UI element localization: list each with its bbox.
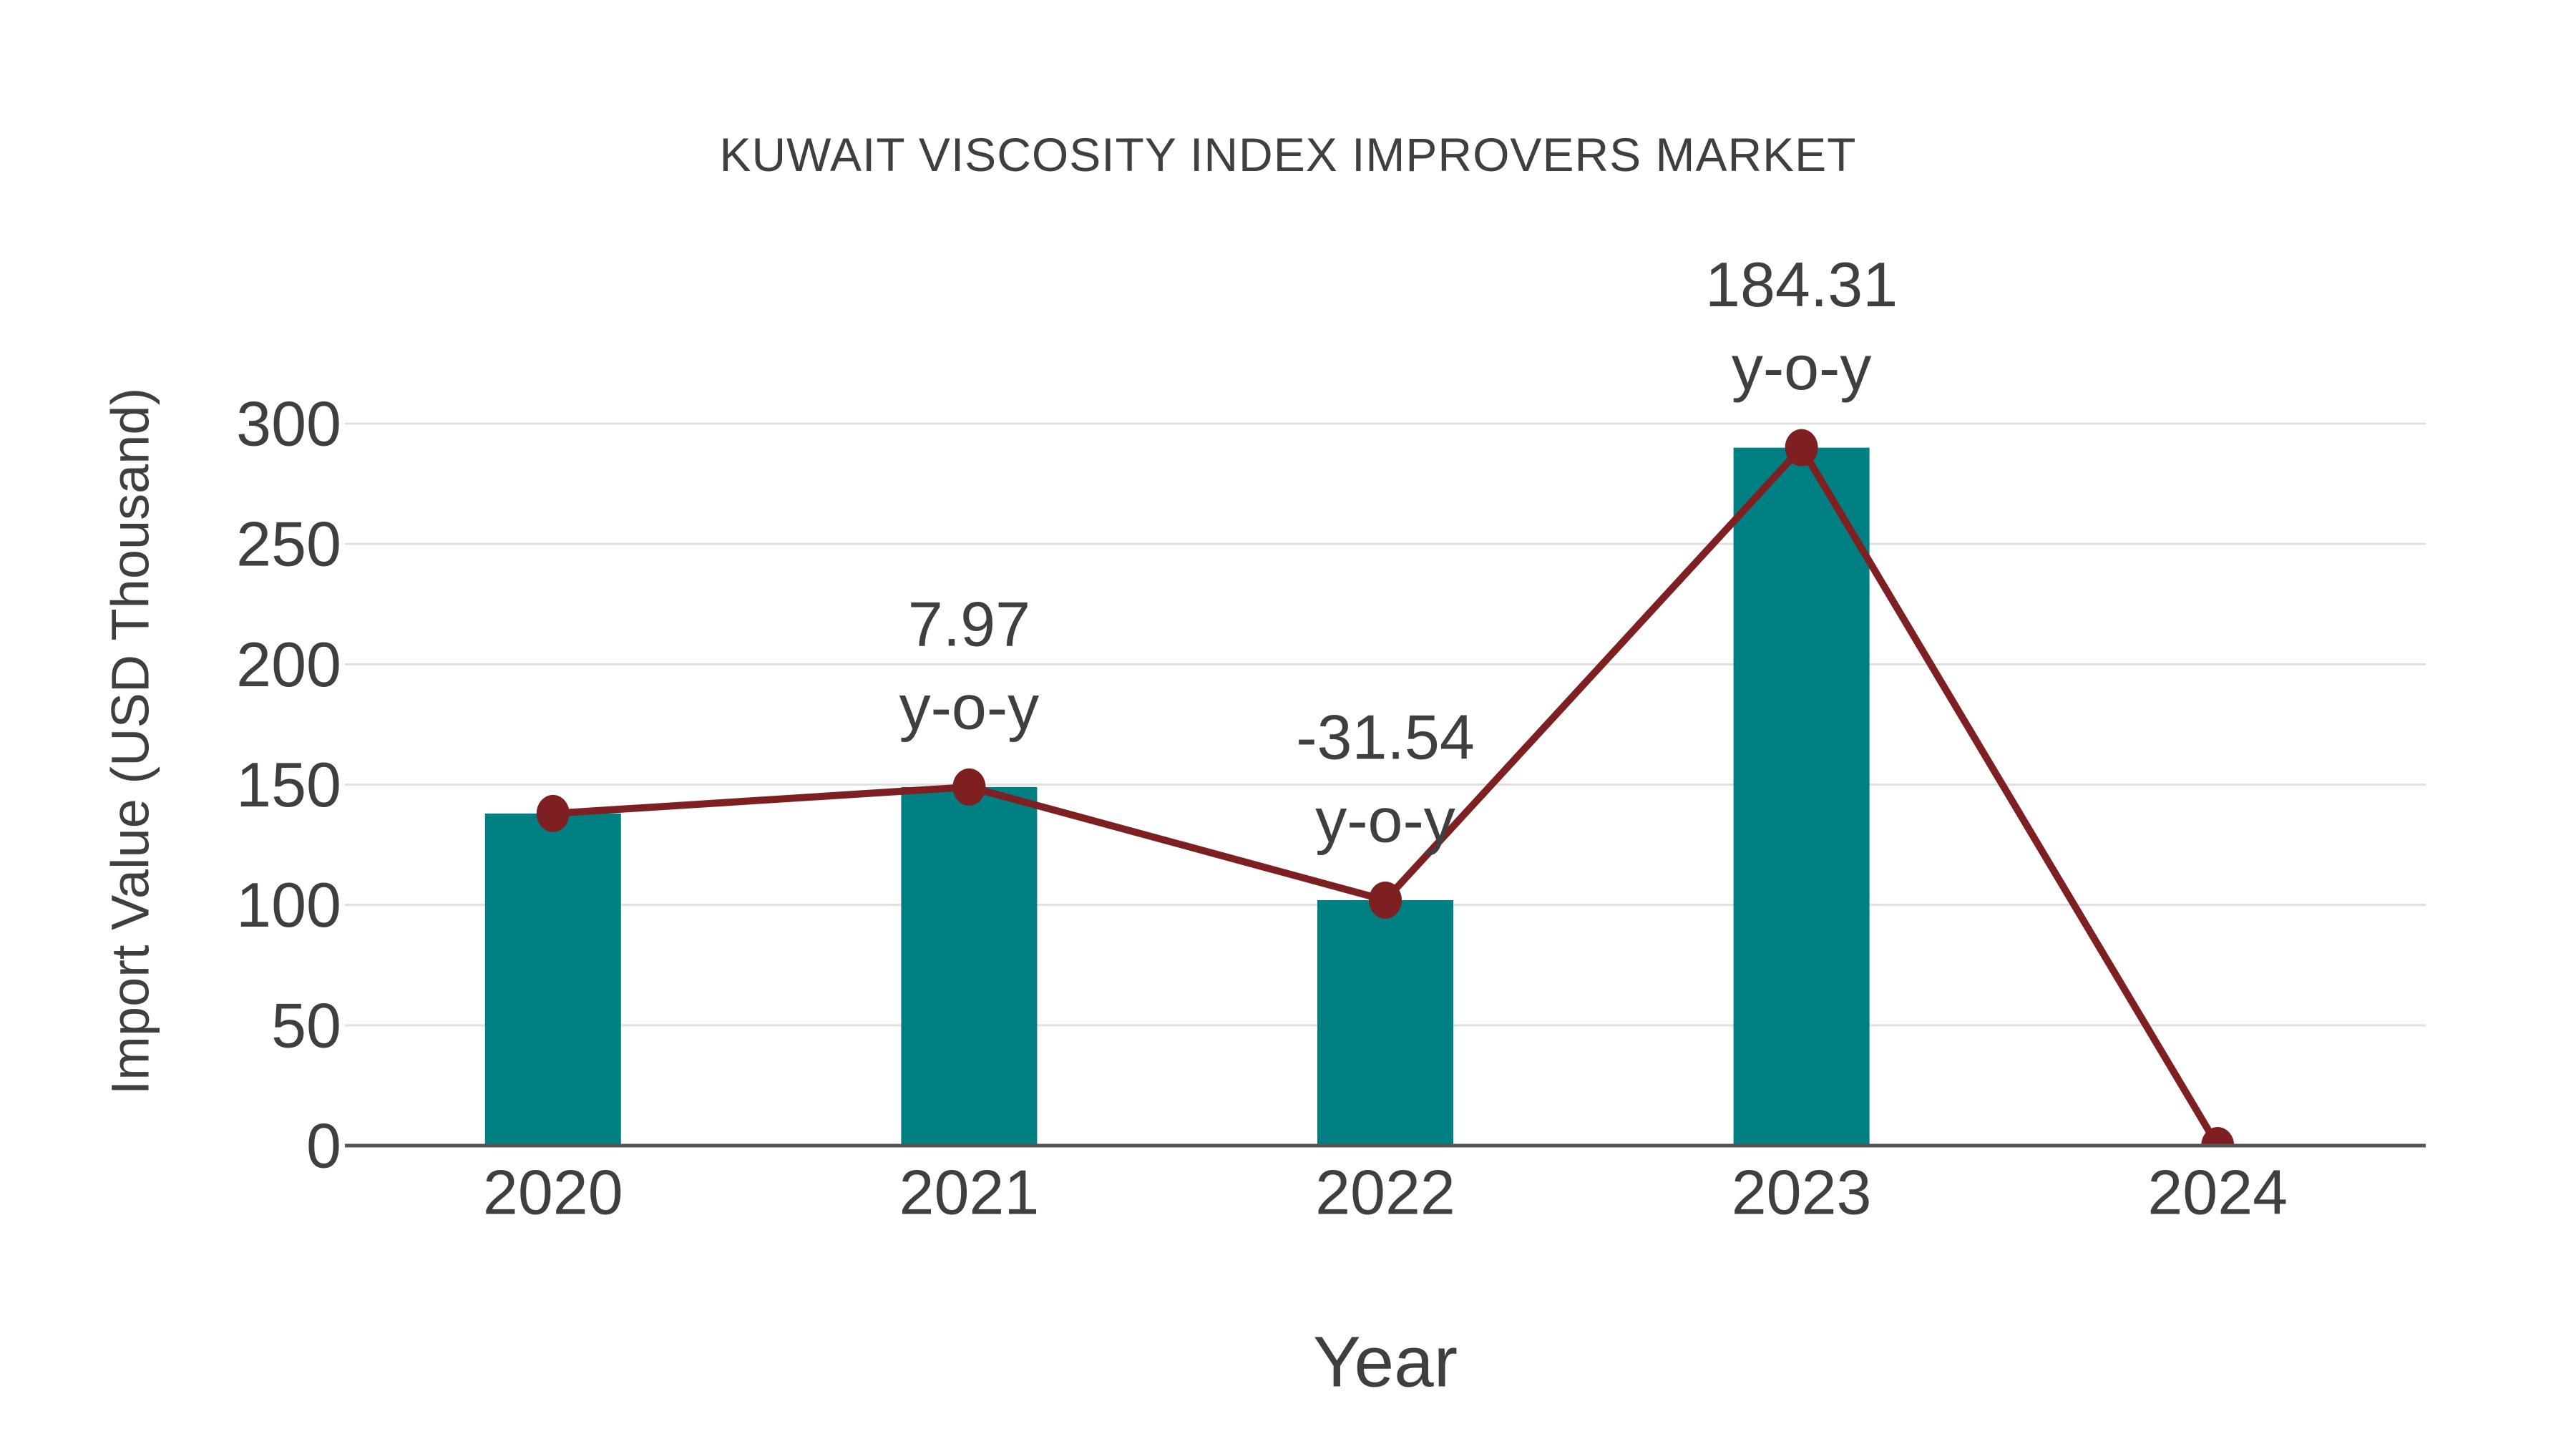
line-series <box>536 429 2235 1146</box>
y-tick-label: 300 <box>236 389 341 459</box>
bar <box>1733 447 1870 1146</box>
data-point-marker <box>1369 881 1402 919</box>
bar <box>901 786 1038 1146</box>
y-tick-label: 50 <box>271 990 341 1060</box>
data-point-marker <box>536 794 570 832</box>
annotations: 7.97 y-o-y -31.54 y-o-y 184.31 y-o-y <box>899 249 1898 855</box>
y-tick-labels: 0 50 100 150 200 250 300 <box>236 389 341 1181</box>
bar <box>1317 899 1453 1146</box>
annotation-value: -31.54 <box>1296 701 1475 772</box>
x-axis-title: Year <box>1312 1322 1458 1402</box>
x-tick-labels: 2020 2021 2022 2023 2024 <box>483 1157 2288 1228</box>
y-tick-label: 100 <box>236 869 341 940</box>
annotation-value: 184.31 <box>1705 249 1898 320</box>
annotation-unit: y-o-y <box>1732 332 1872 403</box>
annotation-value: 7.97 <box>908 588 1030 659</box>
chart-title: KUWAIT VISCOSITY INDEX IMPROVERS MARKET <box>719 128 1857 181</box>
bar <box>484 813 621 1146</box>
annotation-unit: y-o-y <box>1315 784 1455 855</box>
x-tick-label: 2023 <box>1732 1157 1872 1228</box>
y-tick-label: 150 <box>236 749 341 820</box>
annotation-unit: y-o-y <box>899 671 1040 742</box>
y-tick-label: 0 <box>306 1111 341 1181</box>
x-tick-label: 2022 <box>1315 1157 1455 1228</box>
y-tick-label: 250 <box>236 509 341 580</box>
bar-series <box>484 447 1870 1146</box>
x-tick-label: 2024 <box>2147 1157 2288 1228</box>
y-tick-label: 200 <box>236 629 341 700</box>
x-tick-label: 2020 <box>483 1157 623 1228</box>
x-tick-label: 2021 <box>899 1157 1040 1228</box>
data-point-marker <box>2201 1127 2235 1146</box>
data-point-marker <box>1785 429 1818 467</box>
data-point-marker <box>952 768 986 806</box>
